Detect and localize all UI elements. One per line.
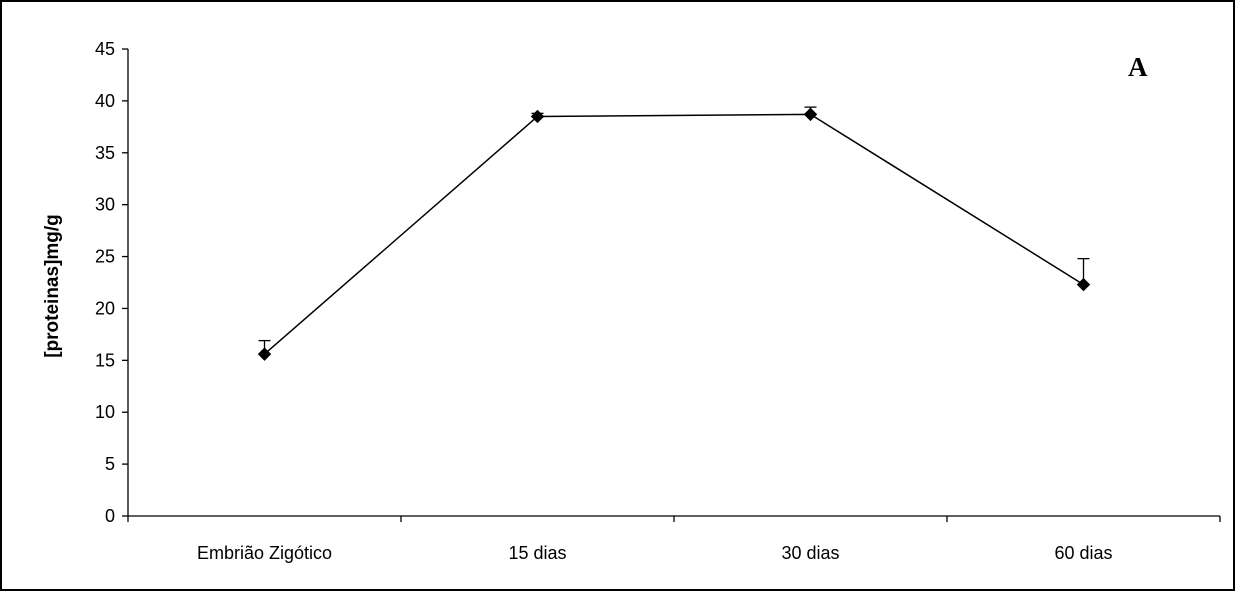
y-tick-label: 40 xyxy=(95,91,115,111)
y-tick-label: 30 xyxy=(95,195,115,215)
data-point xyxy=(257,347,272,361)
y-tick-label: 35 xyxy=(95,143,115,163)
data-point xyxy=(530,109,545,124)
y-axis-label: [proteinas]mg/g xyxy=(42,214,63,358)
y-tick-label: 20 xyxy=(95,298,115,318)
x-tick-label: 60 dias xyxy=(1054,543,1112,563)
y-tick-label: 5 xyxy=(105,454,115,474)
y-tick-label: 25 xyxy=(95,247,115,267)
data-point xyxy=(1076,277,1091,292)
plot-area: 0 5 10 15 20 25 30 35 40 45 Embrião Zigótico 15 dia… xyxy=(95,39,1221,563)
panel-label: A xyxy=(1128,52,1148,82)
data-point xyxy=(803,107,818,122)
y-tick-label: 0 xyxy=(105,506,115,526)
y-tick-label: 15 xyxy=(95,350,115,370)
x-tick-label: Embrião Zigótico xyxy=(197,543,332,563)
y-tick-label: 10 xyxy=(95,402,115,422)
series-line xyxy=(264,113,1084,355)
x-tick-label: 15 dias xyxy=(508,543,566,563)
y-tick-label: 45 xyxy=(95,39,115,59)
x-tick-label: 30 dias xyxy=(781,543,839,563)
